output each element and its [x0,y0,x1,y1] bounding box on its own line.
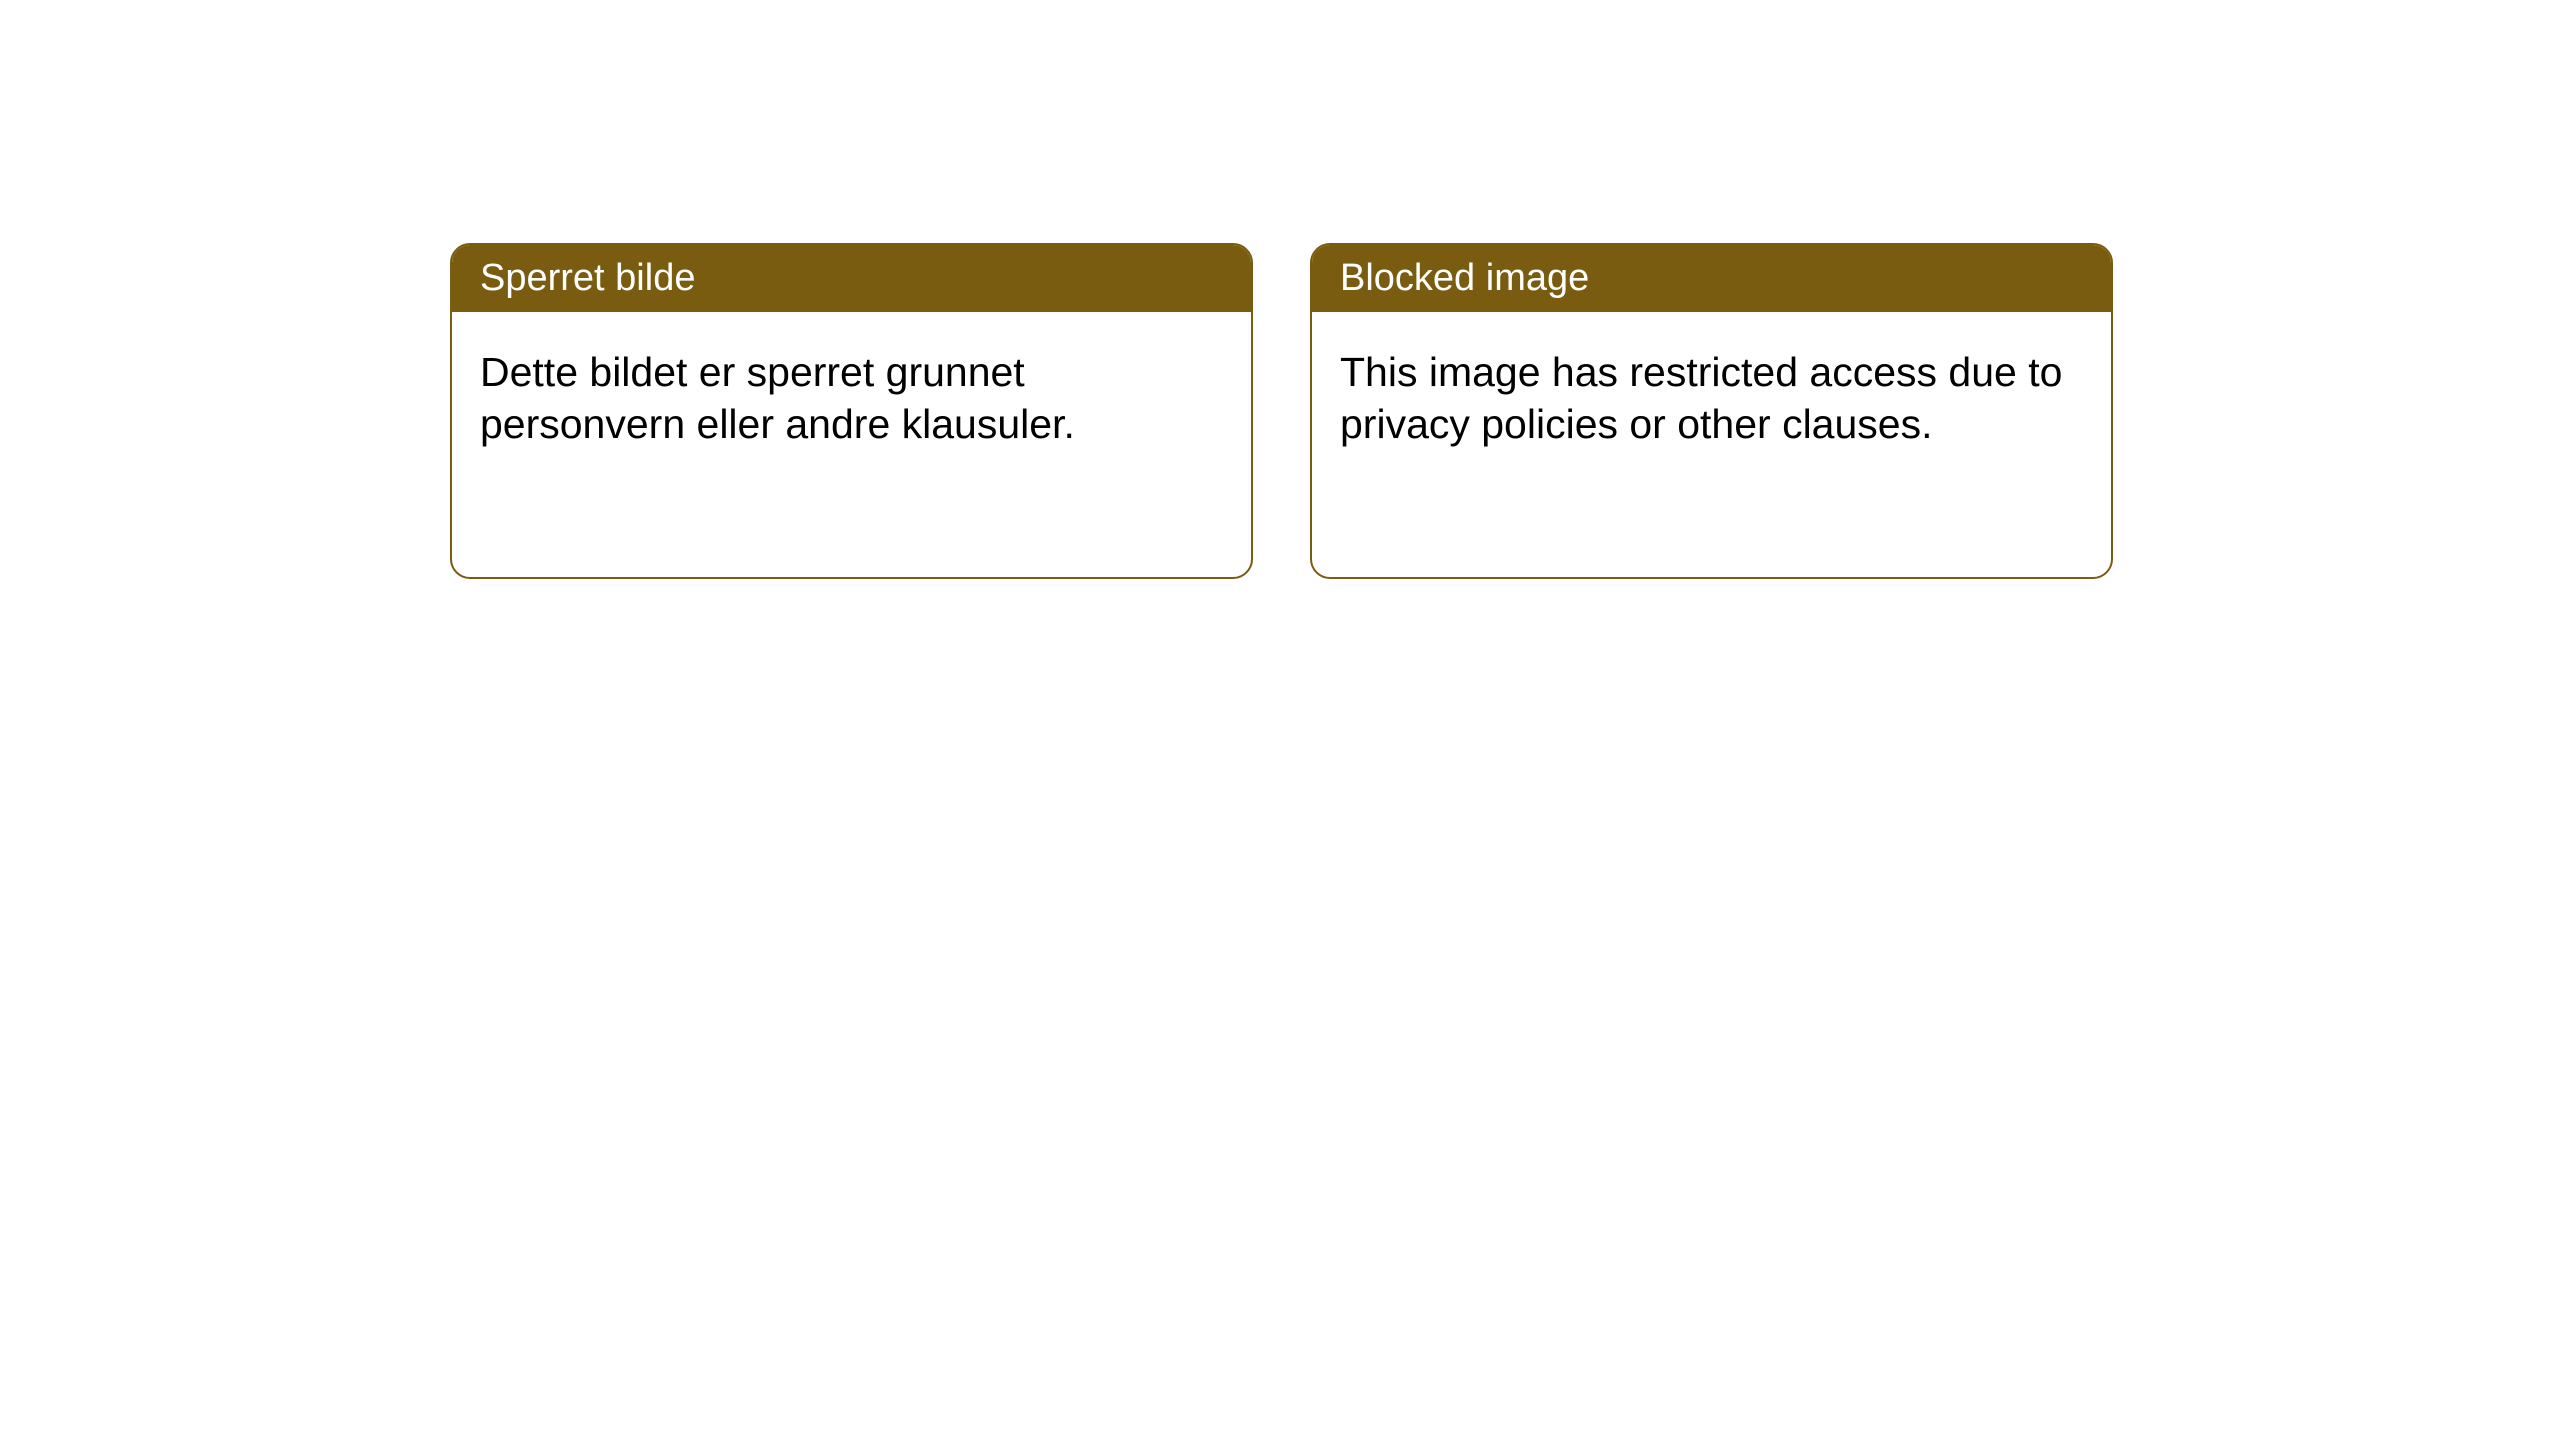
card-text-norwegian: Dette bildet er sperret grunnet personve… [480,349,1075,447]
card-header-norwegian: Sperret bilde [452,245,1251,312]
card-title-norwegian: Sperret bilde [480,257,695,299]
card-english: Blocked image This image has restricted … [1310,243,2113,579]
card-text-english: This image has restricted access due to … [1340,349,2062,447]
card-norwegian: Sperret bilde Dette bildet er sperret gr… [450,243,1253,579]
card-header-english: Blocked image [1312,245,2111,312]
card-body-english: This image has restricted access due to … [1312,312,2111,485]
card-body-norwegian: Dette bildet er sperret grunnet personve… [452,312,1251,485]
card-title-english: Blocked image [1340,257,1589,299]
cards-container: Sperret bilde Dette bildet er sperret gr… [450,243,2113,579]
